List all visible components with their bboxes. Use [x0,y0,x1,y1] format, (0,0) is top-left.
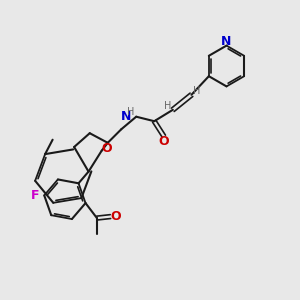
Text: O: O [101,142,112,155]
Text: H: H [164,100,171,111]
Text: H: H [193,85,200,96]
Text: N: N [121,110,131,123]
Text: H: H [127,106,134,117]
Text: O: O [110,210,121,223]
Text: O: O [158,135,169,148]
Text: F: F [31,189,39,202]
Text: N: N [221,34,232,48]
